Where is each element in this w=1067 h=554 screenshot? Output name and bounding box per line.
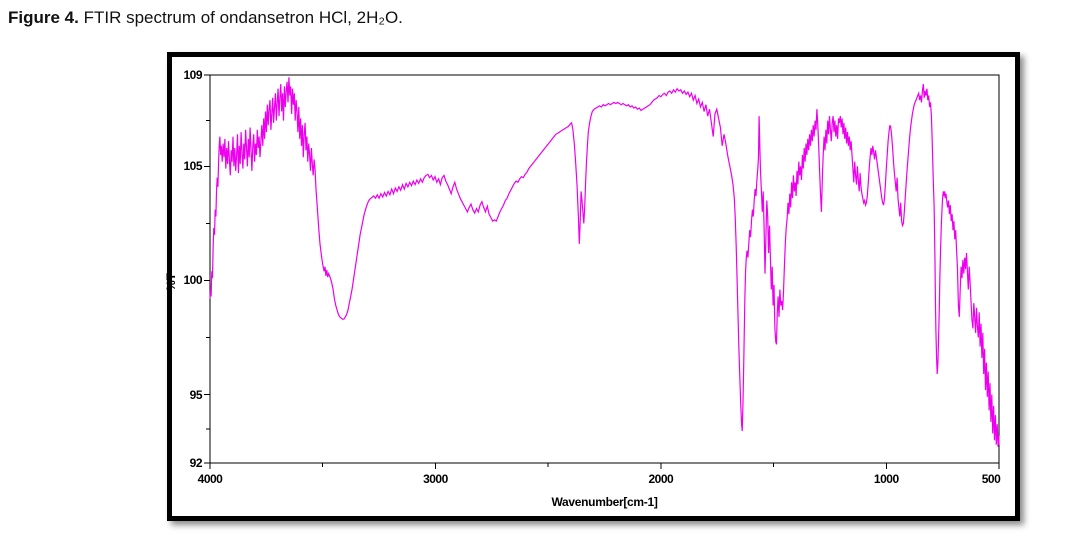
figure-frame: 109 105 100 95 92 4000 3000 2000 1000 500 %T Wav… — [164, 52, 1020, 521]
y-tick-label: 100 — [183, 273, 202, 288]
plot-border — [209, 74, 1000, 464]
x-axis-title: Wavenumber[cm-1] — [551, 495, 658, 509]
x-tick-label: 3000 — [423, 472, 448, 486]
figure-caption: Figure 4. FTIR spectrum of ondansetron H… — [8, 8, 403, 28]
x-tick-label: 1000 — [873, 472, 899, 486]
figure-caption-label: Figure 4. — [8, 8, 79, 27]
y-tick-label: 95 — [189, 387, 203, 402]
figure-caption-text: FTIR spectrum of ondansetron HCl, 2H₂O. — [78, 8, 403, 27]
spectrum-chart — [204, 74, 1000, 469]
y-tick-label: 92 — [189, 456, 203, 470]
y-tick-label: 105 — [183, 159, 202, 174]
y-tick-label: 109 — [183, 68, 202, 82]
x-tick-label: 2000 — [648, 472, 674, 486]
x-tick-label: 500 — [981, 472, 1001, 486]
spectrum-trace — [209, 77, 1000, 448]
y-axis-title: %T — [164, 273, 178, 291]
x-tick-label: 4000 — [197, 472, 223, 486]
